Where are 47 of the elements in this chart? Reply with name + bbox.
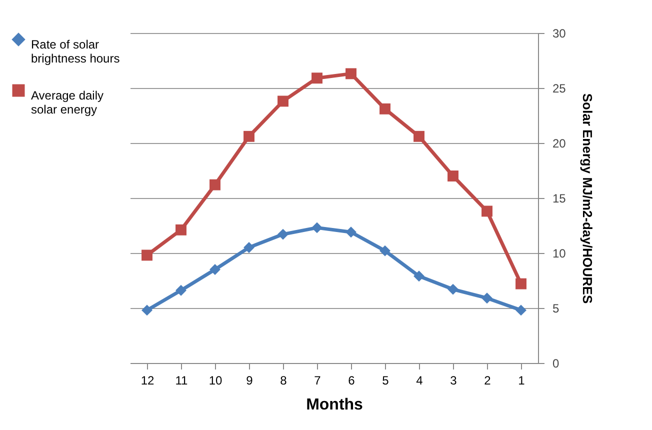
point <box>482 206 492 217</box>
point <box>414 270 424 282</box>
y-axis-title: Solar Energy MJ/m2-day/HOURES <box>580 93 595 304</box>
x-tick-label: 3 <box>450 374 458 388</box>
point <box>142 250 152 261</box>
point <box>380 103 390 114</box>
point <box>210 264 220 275</box>
point <box>414 130 424 142</box>
x-tick-label: 2 <box>484 374 492 388</box>
point <box>244 130 254 142</box>
point <box>278 96 288 107</box>
point <box>244 242 254 253</box>
point <box>176 224 186 236</box>
legend-label: Rate of solar brightness hours <box>31 38 120 66</box>
point <box>448 170 458 182</box>
y-tick-label: 30 <box>552 26 566 40</box>
x-tick-label: 5 <box>382 374 390 388</box>
x-tick-label: 11 <box>175 374 188 388</box>
point <box>448 284 458 295</box>
point <box>516 278 526 290</box>
x-tick-label: 7 <box>314 374 322 388</box>
y-tick-label: 20 <box>552 136 566 150</box>
point <box>176 284 186 296</box>
x-tick-label: 4 <box>416 374 424 388</box>
point <box>482 292 492 304</box>
y-tick-label: 0 <box>552 356 560 370</box>
point <box>312 222 322 234</box>
y-tick-label: 10 <box>552 246 566 260</box>
point <box>312 72 322 84</box>
x-tick-label: 10 <box>208 374 222 388</box>
point <box>210 179 220 190</box>
x-axis-title: Months <box>306 396 364 414</box>
point <box>346 226 356 238</box>
x-tick-label: 8 <box>280 374 288 388</box>
x-tick-label: 6 <box>348 374 356 388</box>
x-tick-label: 9 <box>246 374 254 388</box>
y-tick-label: 15 <box>552 192 566 206</box>
y-tick-label: 5 <box>552 302 560 316</box>
point <box>346 68 356 80</box>
y-tick-label: 25 <box>552 82 566 96</box>
point <box>516 304 526 316</box>
x-tick-label: 1 <box>518 374 526 388</box>
point <box>278 228 288 240</box>
point <box>142 304 152 316</box>
point <box>380 245 390 256</box>
legend-label: Average daily solar energy <box>31 88 104 116</box>
x-tick-label: 12 <box>140 374 154 388</box>
